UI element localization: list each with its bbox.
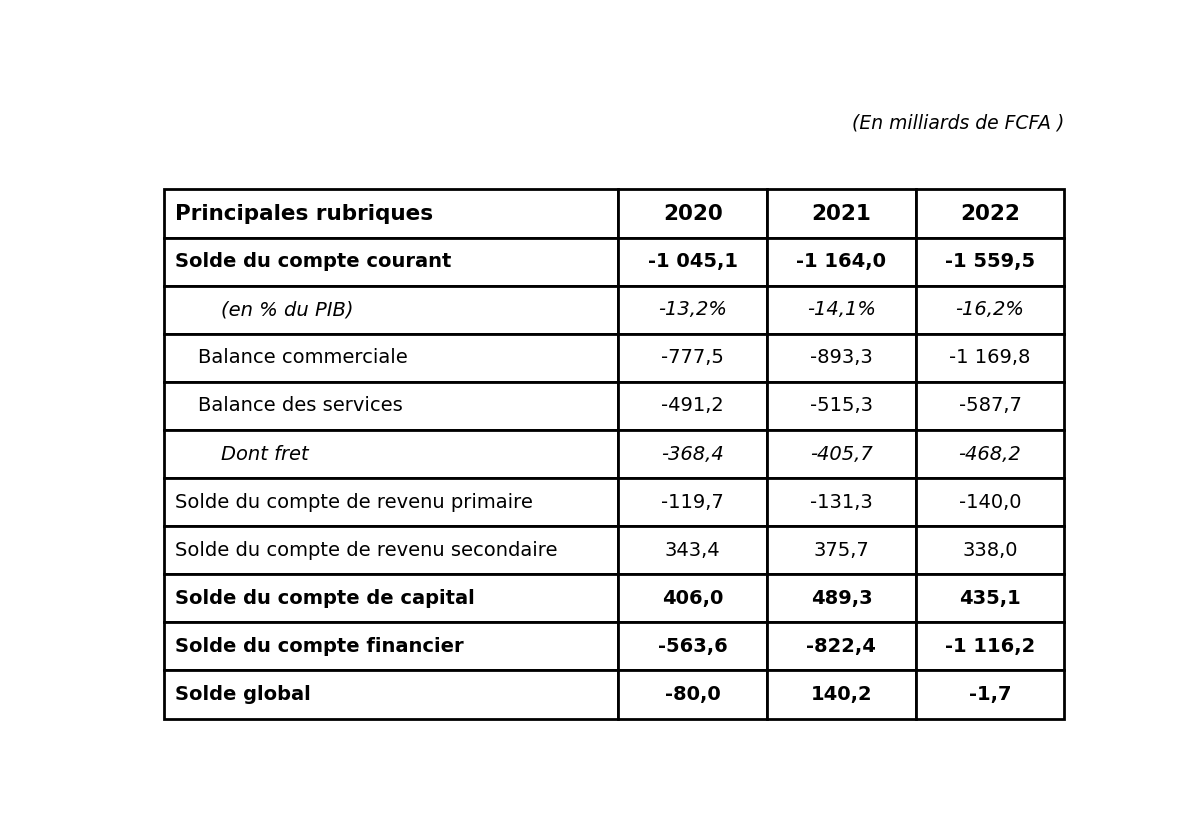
Text: Solde global: Solde global: [175, 685, 310, 704]
Bar: [164, 526, 618, 574]
Text: 489,3: 489,3: [811, 589, 872, 608]
Text: -1 169,8: -1 169,8: [949, 348, 1030, 367]
Bar: [164, 237, 618, 285]
Text: Solde du compte courant: Solde du compte courant: [175, 252, 452, 271]
Bar: [767, 237, 915, 285]
Text: -515,3: -515,3: [810, 397, 873, 416]
Bar: [767, 478, 915, 526]
Text: (En milliards de FCFA ): (En milliards de FCFA ): [852, 114, 1064, 133]
Text: 435,1: 435,1: [960, 589, 1021, 608]
Bar: [767, 285, 915, 334]
Text: -1,7: -1,7: [969, 685, 1011, 704]
Bar: [915, 285, 1064, 334]
Bar: [767, 622, 915, 671]
Bar: [767, 526, 915, 574]
Bar: [618, 334, 767, 382]
Text: Solde du compte de revenu primaire: Solde du compte de revenu primaire: [175, 492, 533, 511]
Text: 2020: 2020: [662, 204, 722, 223]
Text: -1 045,1: -1 045,1: [648, 252, 738, 271]
Bar: [618, 190, 767, 237]
Bar: [767, 430, 915, 478]
Bar: [618, 526, 767, 574]
Bar: [164, 285, 618, 334]
Text: -777,5: -777,5: [661, 348, 725, 367]
Text: 140,2: 140,2: [811, 685, 872, 704]
Text: Solde du compte de capital: Solde du compte de capital: [175, 589, 474, 608]
Text: Principales rubriques: Principales rubriques: [175, 204, 432, 223]
Text: 2021: 2021: [811, 204, 871, 223]
Bar: [164, 478, 618, 526]
Text: -14,1%: -14,1%: [807, 300, 876, 319]
Text: -468,2: -468,2: [958, 444, 1022, 464]
Bar: [618, 237, 767, 285]
Bar: [164, 574, 618, 622]
Bar: [915, 237, 1064, 285]
Text: -16,2%: -16,2%: [956, 300, 1024, 319]
Text: 343,4: 343,4: [665, 541, 720, 560]
Bar: [915, 478, 1064, 526]
Text: 406,0: 406,0: [662, 589, 724, 608]
Bar: [915, 430, 1064, 478]
Text: -587,7: -587,7: [958, 397, 1022, 416]
Text: -563,6: -563,6: [658, 637, 727, 656]
Bar: [767, 334, 915, 382]
Bar: [767, 382, 915, 430]
Text: Balance des services: Balance des services: [198, 397, 403, 416]
Bar: [164, 622, 618, 671]
Text: Balance commerciale: Balance commerciale: [198, 348, 407, 367]
Bar: [164, 382, 618, 430]
Bar: [164, 190, 618, 237]
Bar: [915, 671, 1064, 718]
Bar: [767, 574, 915, 622]
Bar: [618, 478, 767, 526]
Text: 2022: 2022: [960, 204, 1019, 223]
Bar: [164, 671, 618, 718]
Bar: [915, 334, 1064, 382]
Text: Solde du compte de revenu secondaire: Solde du compte de revenu secondaire: [175, 541, 557, 560]
Text: -131,3: -131,3: [810, 492, 873, 511]
Bar: [618, 382, 767, 430]
Bar: [915, 190, 1064, 237]
Bar: [915, 382, 1064, 430]
Text: -368,4: -368,4: [661, 444, 724, 464]
Text: (en % du PIB): (en % du PIB): [222, 300, 353, 319]
Text: -140,0: -140,0: [958, 492, 1021, 511]
Bar: [164, 430, 618, 478]
Bar: [164, 334, 618, 382]
Bar: [618, 671, 767, 718]
Bar: [618, 574, 767, 622]
Text: -1 559,5: -1 559,5: [945, 252, 1035, 271]
Text: -1 116,2: -1 116,2: [945, 637, 1035, 656]
Text: -119,7: -119,7: [661, 492, 724, 511]
Text: -80,0: -80,0: [665, 685, 721, 704]
Bar: [915, 574, 1064, 622]
Text: -1 164,0: -1 164,0: [797, 252, 887, 271]
Text: Dont fret: Dont fret: [222, 444, 309, 464]
Bar: [618, 430, 767, 478]
Text: -405,7: -405,7: [810, 444, 873, 464]
Bar: [618, 622, 767, 671]
Text: -491,2: -491,2: [661, 397, 724, 416]
Bar: [767, 671, 915, 718]
Text: 338,0: 338,0: [962, 541, 1018, 560]
Bar: [767, 190, 915, 237]
Bar: [915, 526, 1064, 574]
Text: -822,4: -822,4: [806, 637, 876, 656]
Text: -13,2%: -13,2%: [659, 300, 727, 319]
Text: 375,7: 375,7: [813, 541, 870, 560]
Text: Solde du compte financier: Solde du compte financier: [175, 637, 464, 656]
Bar: [618, 285, 767, 334]
Bar: [915, 622, 1064, 671]
Text: -893,3: -893,3: [810, 348, 873, 367]
